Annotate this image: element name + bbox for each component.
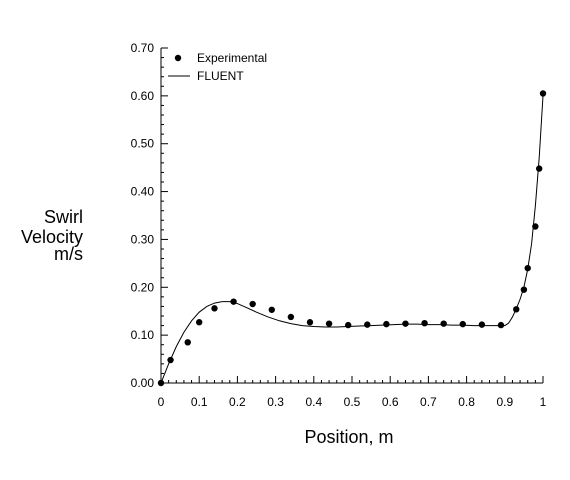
legend-marker-experimental	[174, 54, 182, 62]
data-point-experimental	[440, 320, 447, 327]
x-tick-label: 0.2	[229, 395, 246, 409]
x-tick-label: 0	[158, 395, 165, 409]
y-axis-title-line: Velocity	[21, 227, 83, 247]
y-tick-label: 0.30	[131, 232, 155, 246]
data-point-experimental	[268, 306, 275, 313]
data-point-experimental	[325, 320, 333, 327]
y-tick-label: 0.00	[131, 376, 155, 390]
y-tick-label: 0.20	[131, 280, 155, 294]
legend: Experimental FLUENT	[168, 51, 267, 83]
y-axis-title-line: m/s	[54, 244, 83, 264]
y-tick-label: 0.50	[131, 137, 155, 151]
x-tick-label: 0.5	[344, 395, 361, 409]
legend-label-experimental: Experimental	[197, 51, 267, 65]
series-layer	[157, 90, 547, 387]
data-point-experimental	[184, 339, 191, 346]
data-point-experimental	[364, 321, 371, 328]
y-axis-title-line: Swirl	[44, 207, 83, 227]
data-point-experimental	[249, 300, 256, 308]
x-tick-label: 1	[540, 395, 547, 409]
x-axis-title: Position, m	[304, 427, 393, 447]
x-tick-label: 0.1	[191, 395, 208, 409]
legend-label-fluent: FLUENT	[197, 69, 244, 83]
y-tick-label: 0.60	[131, 89, 155, 103]
x-tick-label: 0.7	[420, 395, 437, 409]
data-point-experimental	[211, 305, 218, 312]
y-tick-label: 0.70	[131, 41, 155, 55]
data-point-experimental	[539, 90, 547, 97]
x-tick-label: 0.6	[382, 395, 399, 409]
y-tick-label: 0.40	[131, 185, 155, 199]
x-tick-label: 0.4	[305, 395, 322, 409]
data-point-experimental	[478, 321, 486, 328]
series-line-fluent	[160, 95, 544, 384]
x-tick-label: 0.3	[267, 395, 284, 409]
data-point-experimental	[306, 319, 314, 326]
x-tick-label: 0.9	[496, 395, 513, 409]
data-point-experimental	[459, 320, 466, 328]
data-point-experimental	[535, 165, 543, 172]
axes: 0.00 0.10 0.20 0.30 0.40 0.50 0.60 0.70 0 0.1 0.2 0…	[131, 41, 547, 409]
data-point-experimental	[344, 321, 352, 329]
y-tick-label: 0.10	[131, 328, 155, 342]
data-point-experimental	[287, 313, 295, 321]
data-point-experimental	[196, 319, 203, 326]
x-tick-label: 0.8	[458, 395, 475, 409]
data-point-experimental	[421, 319, 428, 327]
data-point-experimental	[383, 320, 390, 328]
